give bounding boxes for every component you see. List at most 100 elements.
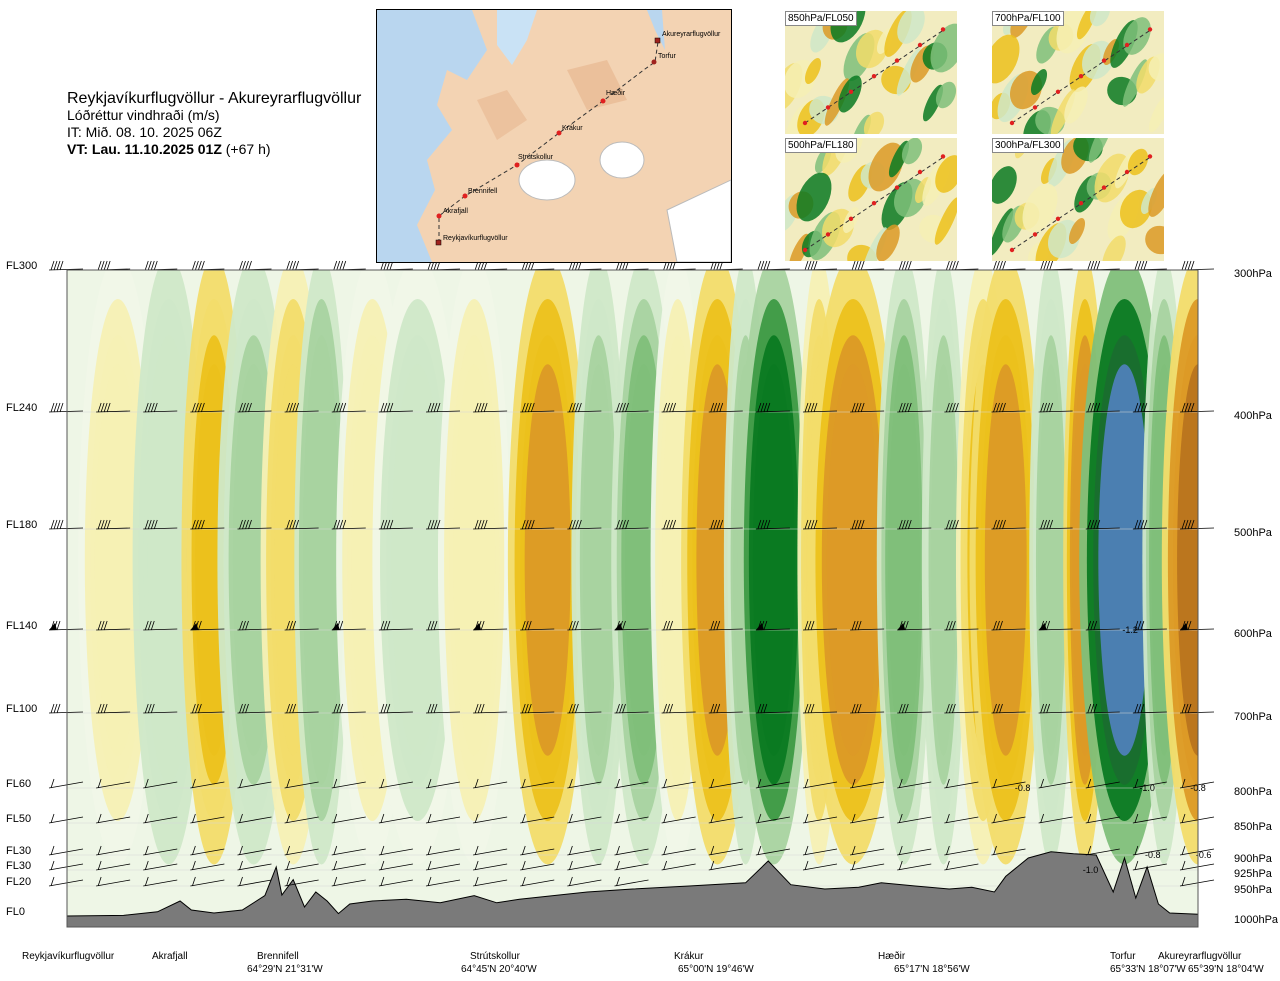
wind-barb-500-20 [991,519,1026,530]
wind-barb-400-9 [473,402,508,413]
wind-barb-850-24 [1179,813,1215,824]
wind-barb-950-11 [567,876,602,887]
mini-map-700: 700hPa/FL100 [992,11,1164,134]
wind-barb-500-3 [190,519,225,530]
wind-barb-800-17 [850,778,885,789]
loc-name-akureyri: Akureyrarflugvöllur [1158,951,1242,962]
wind-barb-850-13 [661,813,696,824]
route-title: Reykjavíkurflugvöllur - Akureyrarflugvöl… [67,90,362,107]
wind-barb-400-14 [708,402,743,413]
fl-label-900: FL30 [6,845,32,857]
mini-map-850: 850hPa/FL050 [785,11,957,134]
contour-label-1: -0.8 [1015,783,1031,793]
wind-barb-700-11 [567,703,602,714]
field-band-17-3 [826,364,880,756]
wind-barb-950-7 [378,876,413,887]
wind-barb-925-17 [850,860,885,871]
wind-barb-850-7 [378,813,413,824]
hpa-label-900: 900hPa [1234,853,1272,865]
wind-barb-500-0 [48,519,84,530]
mini-route-marker [1147,27,1153,32]
loc-coord-akureyri: 65°39'N 18°04'W [1188,964,1264,975]
wind-barb-900-6 [331,845,366,856]
wind-barb-900-15 [755,845,790,856]
wind-barb-600-16 [802,620,838,631]
contour-label-2: -1.0 [1139,783,1155,793]
route-map-graphic: Akureyrarflugvöllur Torfur Hæðir Krákur … [377,10,731,262]
loc-name-torfur: Torfur [1110,951,1136,962]
field-band-21-3 [984,364,1027,756]
wind-barb-700-5 [284,703,319,714]
marker-krakur [556,130,562,136]
valid-time-main: VT: Lau. 11.10.2025 01Z [67,141,222,157]
mini-route-marker [871,74,877,79]
wind-barb-600-4 [237,620,272,631]
wind-barb-850-17 [850,813,885,824]
wind-barb-925-12 [614,860,649,871]
wind-barb-400-22 [1085,402,1120,413]
wind-barb-300-20 [991,260,1026,271]
wind-barb-925-6 [331,860,366,871]
wind-barb-900-16 [802,845,838,856]
wind-barb-500-12 [614,519,649,530]
pressure-gridlines [67,270,1198,917]
wind-barb-900-11 [567,845,602,856]
mini-map-300-field [992,138,1164,261]
wind-barb-500-21 [1038,519,1073,530]
marker-reykjavik [435,239,442,246]
mini-map-500-field [785,138,957,261]
wind-barb-700-15 [755,703,790,714]
hpa-label-850: 850hPa [1234,821,1272,833]
marker-akureyri [654,37,661,44]
mini-route-marker [848,216,854,221]
wind-barb-400-12 [614,402,649,413]
wind-barb-900-18 [897,845,932,856]
wind-barb-925-14 [708,860,743,871]
wind-barb-850-0 [48,813,84,824]
wind-barb-900-24 [1179,845,1215,856]
mini-map-850-label: 850hPa/FL050 [785,11,857,26]
wind-barb-400-13 [661,402,696,413]
mini-field-blob [804,58,822,84]
hpa-label-700: 700hPa [1234,711,1272,723]
mini-route-marker [1009,247,1015,253]
wind-barb-850-18 [897,813,932,824]
wind-barb-400-24 [1179,402,1215,413]
field-band-10-3 [582,364,615,756]
wind-barb-850-6 [331,813,366,824]
wind-barb-400-19 [944,402,979,413]
wind-barb-300-18 [897,260,932,271]
map-label-strutskollur: Strútskollur [518,154,554,161]
wind-barb-500-9 [473,519,508,530]
wind-barb-800-23 [1132,778,1167,789]
marker-akrafjall [436,213,442,219]
map-label-reykjavik: Reykjavíkurflugvöllur [443,235,508,242]
wind-barb-600-2 [143,620,178,631]
wind-barb-800-18 [897,778,932,789]
wind-barb-600-12 [614,620,649,631]
wind-barb-925-5 [284,860,319,871]
wind-barb-800-12 [614,778,649,789]
wind-barb-400-21 [1038,402,1073,413]
contour-label-0: -1.2 [1122,625,1138,635]
wind-barb-700-19 [944,703,979,714]
wind-barb-900-2 [143,845,178,856]
wind-barb-700-4 [237,703,272,714]
wind-barb-700-1 [96,703,131,714]
wind-barb-400-6 [331,402,366,413]
mini-route-marker [1124,42,1130,48]
wind-barb-300-2 [143,260,178,271]
mini-field-blob [876,224,900,261]
mini-route-marker [1101,185,1107,190]
mini-field-blob [1148,53,1164,81]
wind-barb-600-11 [567,620,602,631]
wind-barb-800-19 [944,778,979,789]
wind-barb-950-0 [48,876,84,887]
loc-coord-strutskollur: 64°45'N 20°40'W [461,964,537,975]
contour-label-4: -0.8 [1145,850,1161,860]
mini-route-marker [917,42,923,48]
wind-barb-900-13 [661,845,696,856]
wind-barb-500-15 [755,519,790,530]
mini-field-blob [838,75,862,113]
